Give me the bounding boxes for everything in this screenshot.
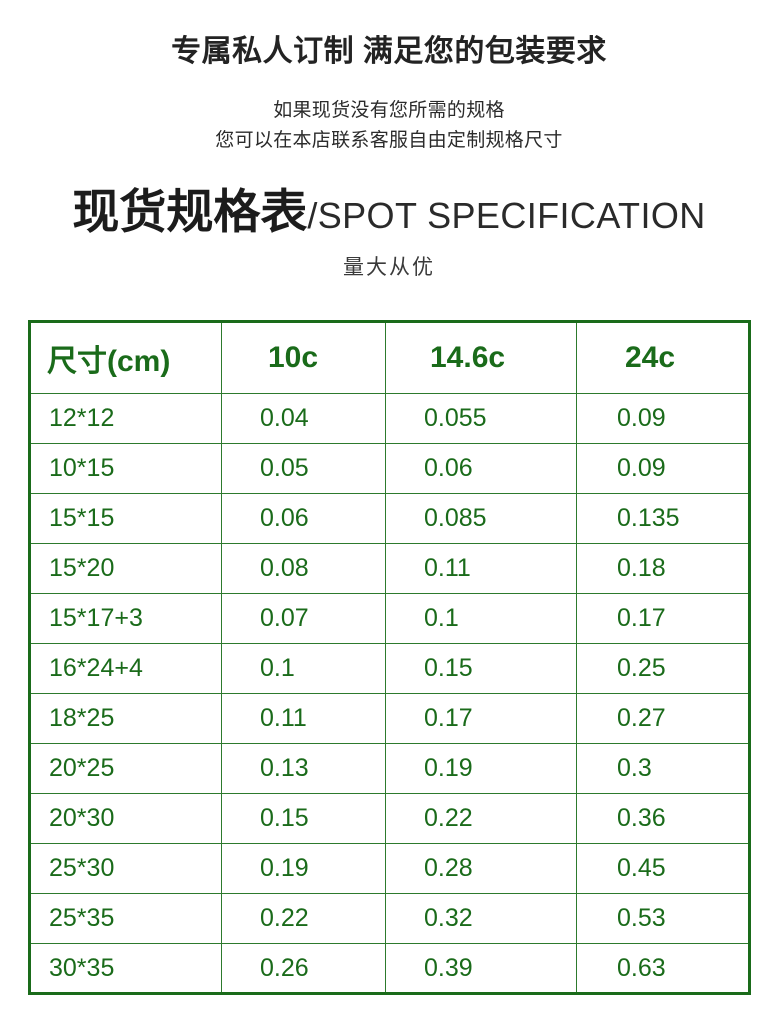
cell-price-14-6c: 0.19	[385, 743, 577, 794]
section-title: 现货规格表/SPOT SPECIFICATION	[0, 188, 778, 235]
cell-price-24c: 0.27	[576, 693, 750, 744]
cell-price-14-6c: 0.17	[385, 693, 577, 744]
cell-size: 20*30	[29, 793, 222, 844]
cell-price-10c: 0.06	[221, 493, 386, 544]
cell-price-14-6c: 0.085	[385, 493, 577, 544]
cell-price-10c: 0.19	[221, 843, 386, 894]
promo-headline: 专属私人订制 满足您的包装要求	[171, 35, 607, 68]
spec-table: 尺寸(cm) 10c 14.6c 24c 12*12 0.04 0.055 0.…	[28, 320, 751, 995]
table-header-row: 尺寸(cm) 10c 14.6c 24c	[29, 321, 750, 394]
cell-price-24c: 0.09	[576, 393, 750, 444]
cell-price-10c: 0.11	[221, 693, 386, 744]
cell-price-10c: 0.05	[221, 443, 386, 494]
cell-price-10c: 0.08	[221, 543, 386, 594]
promo-subtitle-line-2: 您可以在本店联系客服自由定制规格尺寸	[215, 130, 563, 151]
column-header-24c: 24c	[576, 321, 750, 394]
column-header-10c: 10c	[221, 321, 386, 394]
cell-price-10c: 0.13	[221, 743, 386, 794]
cell-size: 15*20	[29, 543, 222, 594]
cell-size: 25*30	[29, 843, 222, 894]
cell-price-14-6c: 0.39	[385, 943, 577, 994]
table-row: 25*35 0.22 0.32 0.53	[29, 893, 750, 944]
cell-size: 18*25	[29, 693, 222, 744]
cell-price-24c: 0.63	[576, 943, 750, 994]
cell-price-14-6c: 0.11	[385, 543, 577, 594]
section-title-cn: 现货规格表	[72, 185, 308, 238]
cell-price-14-6c: 0.22	[385, 793, 577, 844]
cell-price-10c: 0.15	[221, 793, 386, 844]
cell-price-24c: 0.25	[576, 643, 750, 694]
cell-price-14-6c: 0.06	[385, 443, 577, 494]
cell-size: 15*15	[29, 493, 222, 544]
cell-size: 25*35	[29, 893, 222, 944]
cell-price-24c: 0.36	[576, 793, 750, 844]
cell-price-10c: 0.04	[221, 393, 386, 444]
cell-size: 20*25	[29, 743, 222, 794]
cell-price-24c: 0.45	[576, 843, 750, 894]
cell-size: 16*24+4	[29, 643, 222, 694]
table-row: 10*15 0.05 0.06 0.09	[29, 443, 750, 494]
table-row: 12*12 0.04 0.055 0.09	[29, 393, 750, 444]
cell-size: 12*12	[29, 393, 222, 444]
column-header-14-6c: 14.6c	[385, 321, 577, 394]
spec-table-wrap: 尺寸(cm) 10c 14.6c 24c 12*12 0.04 0.055 0.…	[28, 320, 751, 995]
column-header-size: 尺寸(cm)	[29, 321, 222, 394]
promo-subtitle: 如果现货没有您所需的规格 您可以在本店联系客服自由定制规格尺寸	[0, 96, 778, 156]
table-row: 20*25 0.13 0.19 0.3	[29, 743, 750, 794]
table-row: 25*30 0.19 0.28 0.45	[29, 843, 750, 894]
table-row: 18*25 0.11 0.17 0.27	[29, 693, 750, 744]
cell-size: 30*35	[29, 943, 222, 994]
cell-price-14-6c: 0.15	[385, 643, 577, 694]
cell-price-24c: 0.09	[576, 443, 750, 494]
section-title-en: /SPOT SPECIFICATION	[307, 195, 706, 236]
cell-price-10c: 0.1	[221, 643, 386, 694]
cell-size: 15*17+3	[29, 593, 222, 644]
table-row: 20*30 0.15 0.22 0.36	[29, 793, 750, 844]
cell-price-24c: 0.18	[576, 543, 750, 594]
table-row: 15*20 0.08 0.11 0.18	[29, 543, 750, 594]
cell-price-10c: 0.07	[221, 593, 386, 644]
cell-price-14-6c: 0.055	[385, 393, 577, 444]
cell-size: 10*15	[29, 443, 222, 494]
cell-price-24c: 0.135	[576, 493, 750, 544]
cell-price-14-6c: 0.1	[385, 593, 577, 644]
cell-price-24c: 0.3	[576, 743, 750, 794]
table-row: 16*24+4 0.1 0.15 0.25	[29, 643, 750, 694]
promo-subtitle-line-1: 如果现货没有您所需的规格	[273, 100, 505, 121]
table-row: 30*35 0.26 0.39 0.63	[29, 943, 750, 994]
cell-price-10c: 0.22	[221, 893, 386, 944]
cell-price-10c: 0.26	[221, 943, 386, 994]
table-row: 15*15 0.06 0.085 0.135	[29, 493, 750, 544]
cell-price-24c: 0.17	[576, 593, 750, 644]
tagline: 量大从优	[343, 255, 435, 279]
spec-table-body: 12*12 0.04 0.055 0.09 10*15 0.05 0.06 0.…	[29, 393, 750, 994]
cell-price-14-6c: 0.28	[385, 843, 577, 894]
table-row: 15*17+3 0.07 0.1 0.17	[29, 593, 750, 644]
cell-price-24c: 0.53	[576, 893, 750, 944]
cell-price-14-6c: 0.32	[385, 893, 577, 944]
